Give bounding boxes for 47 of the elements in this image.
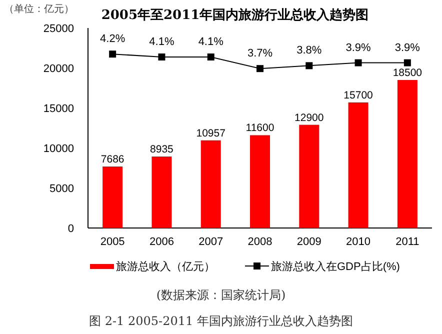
data-label: 11600 xyxy=(246,122,274,134)
data-label: 3.7% xyxy=(247,48,273,60)
x-tick-label: 2009 xyxy=(296,236,322,248)
point xyxy=(306,62,313,70)
data-label: 3.9% xyxy=(394,42,420,54)
chart-title: 2005年至2011年国内旅游行业总收入趋势图 xyxy=(101,7,369,23)
point xyxy=(207,53,214,60)
bar xyxy=(397,80,418,228)
x-tick-label: 2011 xyxy=(396,236,420,248)
y-tick-label: 15000 xyxy=(43,103,74,115)
x-tick-label: 2006 xyxy=(149,236,174,248)
data-label: 4.1% xyxy=(149,36,174,48)
bar xyxy=(299,124,320,228)
x-tick-label: 2005 xyxy=(100,236,125,248)
point xyxy=(109,50,116,58)
y-tick-label: 20000 xyxy=(43,63,74,75)
legend-label: 旅游总收入（亿元） xyxy=(116,260,215,273)
data-label: 8935 xyxy=(150,144,174,156)
caption: 图 2-1 2005-2011 年国内旅游行业总收入趋势图 xyxy=(89,314,353,328)
x-tick-label: 2008 xyxy=(248,236,272,248)
data-label: 15700 xyxy=(344,89,374,102)
data-label: 4.1% xyxy=(198,36,224,48)
data-label: 7686 xyxy=(100,154,124,166)
y-tick-label: 0 xyxy=(68,223,74,235)
bar xyxy=(200,140,221,228)
bar xyxy=(152,156,172,228)
data-label: 3.8% xyxy=(296,44,322,57)
data-label: 4.2% xyxy=(100,33,126,46)
x-tick-label: 2010 xyxy=(346,236,371,248)
point xyxy=(256,65,264,72)
x-tick-label: 2007 xyxy=(198,236,224,248)
point xyxy=(158,53,166,60)
bar xyxy=(250,135,270,228)
point xyxy=(354,59,362,66)
bar xyxy=(348,102,368,228)
data-label: 12900 xyxy=(294,112,324,124)
point xyxy=(404,59,411,66)
bar xyxy=(102,166,123,228)
y-tick-label: 10000 xyxy=(43,143,74,155)
y-tick-label: 25000 xyxy=(43,23,74,35)
data-label: 10957 xyxy=(196,127,226,140)
data-label: 18500 xyxy=(392,67,422,79)
y-tick-label: 5000 xyxy=(50,183,74,195)
y-axis-title: （单位：亿元） xyxy=(4,3,74,15)
text: (数据来源：国家统计局) xyxy=(156,288,286,302)
legend-label: 旅游总收入在GDP占比(%) xyxy=(271,260,400,273)
data-label: 3.9% xyxy=(346,42,372,54)
